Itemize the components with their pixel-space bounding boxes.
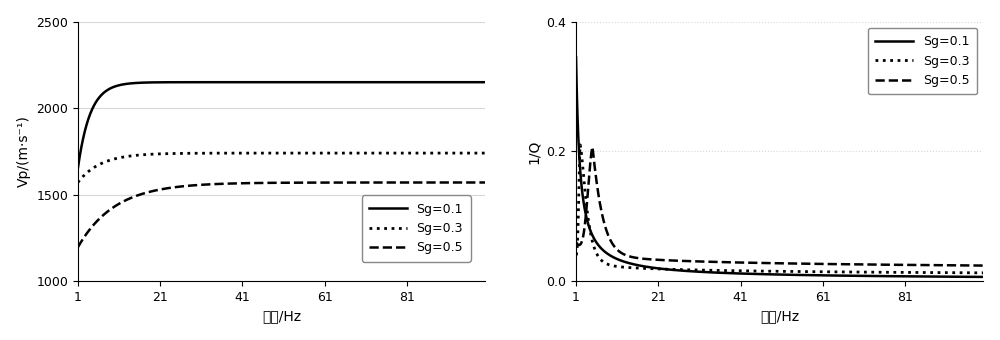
Line: Sg=0.3: Sg=0.3 [78,153,485,183]
Sg=0.1 [969,275,981,279]
Sg=0.5 [977,264,989,268]
Sg=0.3 [744,269,756,273]
Sg=0.3 [228,151,240,155]
Sg=0.5 [617,252,629,256]
Sg=0.3 [479,151,491,155]
Sg=0.3 [142,152,154,156]
Sg=0.5 [427,181,439,185]
X-axis label: 频率/Hz: 频率/Hz [262,309,301,323]
X-axis label: 频率/Hz: 频率/Hz [760,309,799,323]
Sg=0.5 [744,261,756,265]
Sg=0.1 [925,274,937,278]
Sg=0.1 [977,275,989,279]
Sg=0.3 [471,151,483,155]
Sg=0.1 [478,80,490,84]
Sg=0.1 [118,82,130,86]
Sg=0.1 [228,80,240,84]
Sg=0.5 [570,240,582,244]
Sg=0.1 [246,80,258,84]
Sg=0.5 [72,245,84,249]
Sg=0.5 [926,263,938,267]
Sg=0.1 [427,80,439,84]
Sg=0.3 [977,271,989,275]
Sg=0.1 [479,80,491,84]
Sg=0.5 [471,181,483,185]
Sg=0.3 [969,271,981,275]
Sg=0.3 [118,155,130,159]
Sg=0.1 [570,55,582,59]
Sg=0.1 [744,272,756,276]
Sg=0.3 [726,269,738,273]
Sg=0.3 [427,151,439,155]
Sg=0.5 [142,190,154,194]
Sg=0.3 [926,271,938,275]
Sg=0.5 [586,145,598,149]
Legend: Sg=0.1, Sg=0.3, Sg=0.5: Sg=0.1, Sg=0.3, Sg=0.5 [362,195,471,262]
Sg=0.5 [118,199,130,203]
Sg=0.3 [617,265,629,269]
Sg=0.1 [142,81,154,85]
Sg=0.3 [574,143,586,147]
Sg=0.3 [72,181,84,185]
Sg=0.5 [246,181,258,185]
Legend: Sg=0.1, Sg=0.3, Sg=0.5: Sg=0.1, Sg=0.3, Sg=0.5 [868,28,977,95]
Line: Sg=0.1: Sg=0.1 [78,82,485,169]
Sg=0.5 [228,182,240,186]
Sg=0.1 [616,259,628,263]
Sg=0.5 [726,260,738,265]
Sg=0.1 [72,167,84,171]
Y-axis label: Vp/(m·s⁻¹): Vp/(m·s⁻¹) [17,115,31,187]
Line: Sg=0.3: Sg=0.3 [576,145,983,273]
Line: Sg=0.5: Sg=0.5 [78,183,485,247]
Line: Sg=0.1: Sg=0.1 [576,57,983,277]
Y-axis label: 1/Q: 1/Q [527,139,541,164]
Sg=0.3 [570,253,582,257]
Line: Sg=0.5: Sg=0.5 [576,147,983,266]
Sg=0.3 [246,151,258,155]
Sg=0.1 [471,80,483,84]
Sg=0.1 [641,265,653,269]
Sg=0.5 [479,181,491,185]
Sg=0.5 [969,264,981,268]
Sg=0.3 [641,267,653,271]
Sg=0.1 [726,271,738,275]
Sg=0.5 [641,257,653,261]
